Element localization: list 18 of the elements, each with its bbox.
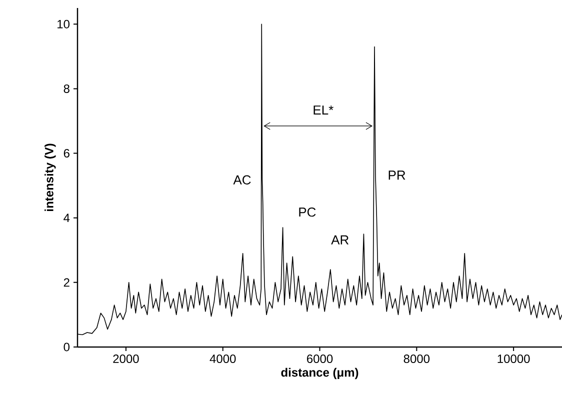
- x-axis-title: distance (μm): [281, 368, 358, 380]
- annotation: EL*: [314, 106, 334, 115]
- x-tick-label: 8000: [404, 354, 430, 364]
- y-tick-label: 2: [64, 278, 70, 287]
- annotation: AR: [331, 235, 349, 244]
- annotation: AC: [233, 175, 251, 184]
- x-tick-label: 2000: [113, 354, 139, 364]
- y-tick-label: 8: [64, 84, 70, 93]
- y-tick-label: 0: [64, 342, 70, 352]
- x-tick-label: 4000: [210, 354, 236, 364]
- annotation: PR: [388, 170, 406, 180]
- x-tick-label: 10000: [498, 354, 530, 364]
- y-tick-label: 4: [64, 214, 70, 222]
- y-axis-title: intensity (V): [44, 144, 56, 212]
- annotation: PC: [299, 207, 316, 217]
- x-tick-label: 6000: [307, 354, 333, 364]
- y-tick-label: 10: [58, 20, 70, 28]
- y-tick-label: 6: [64, 149, 70, 158]
